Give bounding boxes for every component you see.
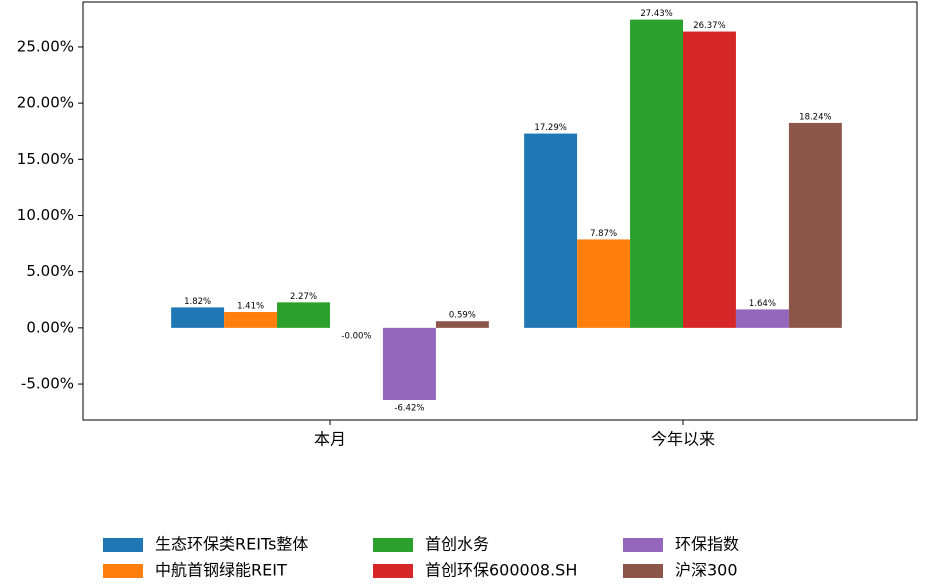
bar bbox=[577, 239, 631, 328]
value-label: 2.27% bbox=[290, 292, 317, 302]
bar bbox=[788, 122, 842, 328]
value-label: -6.42% bbox=[394, 403, 424, 413]
legend-swatch bbox=[623, 538, 663, 552]
y-tick-label: 0.00% bbox=[26, 318, 74, 336]
y-tick-label: -5.00% bbox=[21, 375, 74, 393]
value-label: 1.82% bbox=[184, 297, 211, 307]
legend-swatch bbox=[103, 564, 143, 578]
x-tick-label: 本月 bbox=[314, 430, 346, 449]
value-label: 18.24% bbox=[799, 112, 831, 122]
y-tick-label: 5.00% bbox=[26, 262, 74, 280]
plot-frame bbox=[82, 1, 918, 421]
bar bbox=[524, 133, 578, 328]
legend-label: 中航首钢绿能REIT bbox=[155, 561, 287, 580]
legend-label: 沪深300 bbox=[675, 561, 738, 580]
bar bbox=[224, 312, 278, 328]
legend-swatch bbox=[623, 564, 663, 578]
value-label: 17.29% bbox=[534, 123, 566, 133]
y-tick-label: 20.00% bbox=[17, 94, 74, 112]
legend-label: 环保指数 bbox=[675, 535, 739, 554]
value-label: 0.59% bbox=[449, 311, 476, 321]
value-label: 1.41% bbox=[237, 302, 264, 312]
legend-label: 生态环保类REITs整体 bbox=[155, 535, 308, 554]
y-tick-label: 10.00% bbox=[17, 206, 74, 224]
bar bbox=[683, 31, 736, 328]
y-tick-label: 25.00% bbox=[17, 37, 74, 55]
value-label: 26.37% bbox=[693, 21, 725, 31]
legend-swatch bbox=[103, 538, 143, 552]
value-label: 27.43% bbox=[640, 9, 672, 19]
legend-swatch bbox=[373, 564, 413, 578]
x-tick-label: 今年以来 bbox=[651, 430, 715, 449]
y-tick-label: 15.00% bbox=[17, 150, 74, 168]
bar bbox=[382, 327, 436, 400]
bar bbox=[630, 19, 683, 328]
bar bbox=[735, 309, 789, 328]
bar bbox=[435, 321, 489, 328]
bar bbox=[171, 307, 225, 328]
legend-label: 首创水务 bbox=[425, 535, 489, 554]
value-label: 7.87% bbox=[590, 229, 617, 239]
value-label: -0.00% bbox=[341, 331, 371, 341]
legend-label: 首创环保600008.SH bbox=[425, 561, 577, 580]
legend-swatch bbox=[373, 538, 413, 552]
bar bbox=[277, 302, 330, 328]
value-label: 1.64% bbox=[749, 299, 776, 309]
